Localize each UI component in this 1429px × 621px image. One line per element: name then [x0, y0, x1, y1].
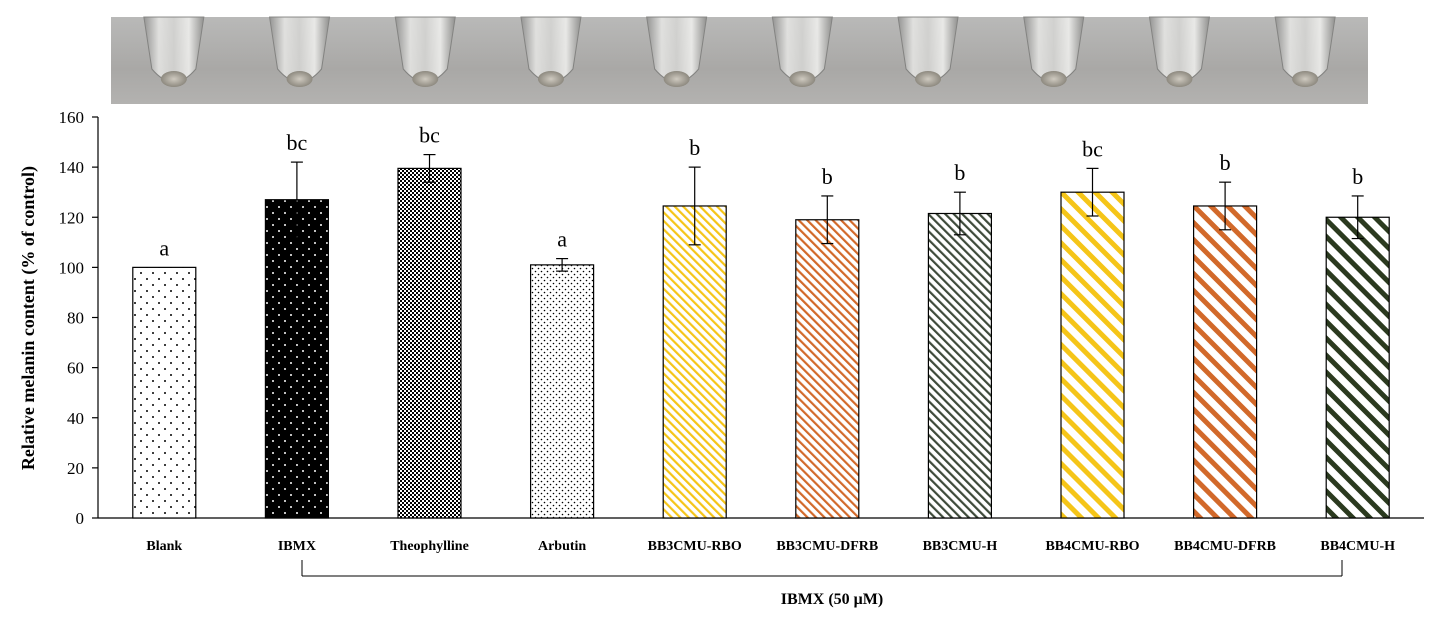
cell-pellet: [537, 71, 564, 87]
y-axis-label: Relative melanin content (% of control): [18, 166, 39, 470]
error-bar-arbutin: [556, 258, 569, 272]
bar-bb4cmu-dfrb: [1192, 205, 1258, 519]
cell-pellet: [1166, 71, 1193, 87]
cell-pellet: [1040, 71, 1067, 87]
y-tick-label-140: 140: [59, 158, 85, 177]
microtube-10: [1274, 16, 1336, 87]
y-tick-label-40: 40: [67, 409, 84, 428]
microtube-5: [646, 16, 708, 87]
cell-pellet: [1292, 71, 1319, 87]
y-tick-label-80: 80: [67, 309, 84, 328]
significance-label-blank: a: [159, 235, 169, 260]
significance-label-bb3cmu-h: b: [954, 160, 965, 185]
error-bar-bb3cmu-dfrb: [821, 195, 834, 245]
group-bracket-label: IBMX (50 μM): [781, 591, 883, 608]
bar-theophylline: [397, 167, 462, 519]
tube-photo-strip: [111, 16, 1368, 104]
x-tick-label-bb4cmu-rbo: BB4CMU-RBO: [1045, 539, 1139, 554]
significance-label-bb3cmu-rbo: b: [689, 135, 700, 160]
cell-pellet: [915, 71, 942, 87]
significance-label-arbutin: a: [557, 227, 567, 252]
y-tick-label-60: 60: [67, 359, 84, 378]
significance-label-ibmx: bc: [287, 130, 308, 155]
cell-pellet: [789, 71, 816, 87]
x-tick-label-blank: Blank: [146, 539, 182, 554]
microtube-2: [268, 16, 331, 87]
bar-bb4cmu-h: [1325, 216, 1390, 519]
bar-bb4cmu-rbo: [1060, 191, 1125, 519]
error-bar-bb4cmu-dfrb: [1219, 181, 1232, 231]
microtube-7: [897, 16, 959, 87]
x-tick-label-ibmx: IBMX: [278, 539, 316, 554]
ibmx-group-bracket: IBMX (50 μM): [301, 560, 1343, 608]
x-tick-label-bb3cmu-h: BB3CMU-H: [923, 539, 998, 554]
microtube-1: [143, 16, 205, 87]
y-tick-label-120: 120: [59, 208, 85, 227]
bar-bb3cmu-rbo: [662, 205, 727, 519]
x-tick-label-theophylline: Theophylline: [390, 539, 469, 554]
bar-bb3cmu-dfrb: [795, 219, 860, 519]
error-bar-bb3cmu-h: [953, 191, 966, 236]
significance-label-bb4cmu-rbo: bc: [1082, 136, 1103, 161]
microtube-3: [394, 16, 456, 87]
bar-bb3cmu-h: [927, 212, 993, 519]
y-tick-label-0: 0: [76, 509, 85, 528]
cell-pellet: [663, 71, 690, 87]
y-tick-label-20: 20: [67, 459, 84, 478]
bar-blank: [132, 266, 197, 519]
microtube-4: [520, 16, 582, 87]
y-tick-label-100: 100: [59, 258, 85, 277]
x-tick-label-bb3cmu-rbo: BB3CMU-RBO: [648, 539, 742, 554]
microtube-6: [771, 16, 833, 87]
cell-pellet: [286, 71, 313, 87]
significance-label-bb4cmu-h: b: [1352, 164, 1363, 189]
microtube-8: [1023, 16, 1085, 87]
x-tick-label-arbutin: Arbutin: [538, 539, 586, 554]
x-tick-label-bb4cmu-dfrb: BB4CMU-DFRB: [1174, 539, 1276, 554]
microtube-9: [1148, 16, 1211, 87]
x-tick-label-bb4cmu-h: BB4CMU-H: [1320, 539, 1395, 554]
cell-pellet: [412, 71, 439, 87]
significance-label-bb3cmu-dfrb: b: [822, 164, 833, 189]
error-bar-bb3cmu-rbo: [688, 166, 701, 246]
significance-label-bb4cmu-dfrb: b: [1220, 150, 1231, 175]
x-tick-label-bb3cmu-dfrb: BB3CMU-DFRB: [776, 539, 878, 554]
error-bar-bb4cmu-rbo: [1086, 167, 1099, 217]
bar-ibmx: [264, 199, 329, 519]
significance-label-theophylline: bc: [419, 123, 440, 148]
error-bar-theophylline: [423, 153, 436, 183]
error-bar-ibmx: [290, 161, 303, 238]
error-bar-bb4cmu-h: [1351, 195, 1364, 240]
y-tick-label-160: 160: [59, 108, 85, 127]
cell-pellet: [160, 71, 187, 87]
bar-arbutin: [529, 264, 595, 519]
